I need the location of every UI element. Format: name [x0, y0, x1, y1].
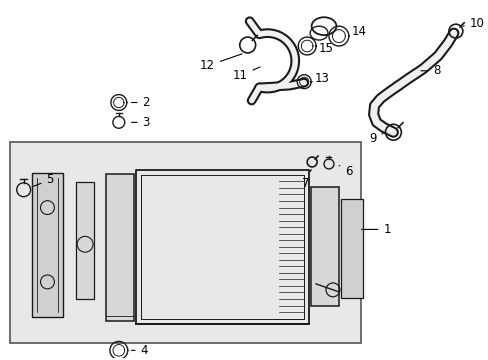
Bar	[10, 142, 360, 343]
Text: 11: 11	[232, 67, 260, 82]
Text: 9: 9	[368, 132, 382, 145]
Bar	[76, 182, 94, 299]
Bar	[106, 174, 133, 321]
Text: 14: 14	[348, 24, 366, 38]
Bar	[32, 173, 63, 317]
Text: 7: 7	[302, 170, 310, 190]
Text: 10: 10	[462, 17, 484, 30]
Text: 3: 3	[131, 116, 150, 129]
Bar	[310, 187, 338, 306]
Text: 15: 15	[315, 42, 333, 55]
Text: 4: 4	[131, 344, 148, 357]
Text: 13: 13	[311, 72, 329, 85]
Text: 1: 1	[361, 223, 390, 236]
Text: 6: 6	[339, 165, 352, 179]
Text: 5: 5	[32, 173, 54, 187]
Bar	[340, 199, 362, 298]
Text: 2: 2	[131, 96, 150, 109]
Text: 8: 8	[420, 64, 440, 77]
Text: 12: 12	[200, 54, 242, 72]
